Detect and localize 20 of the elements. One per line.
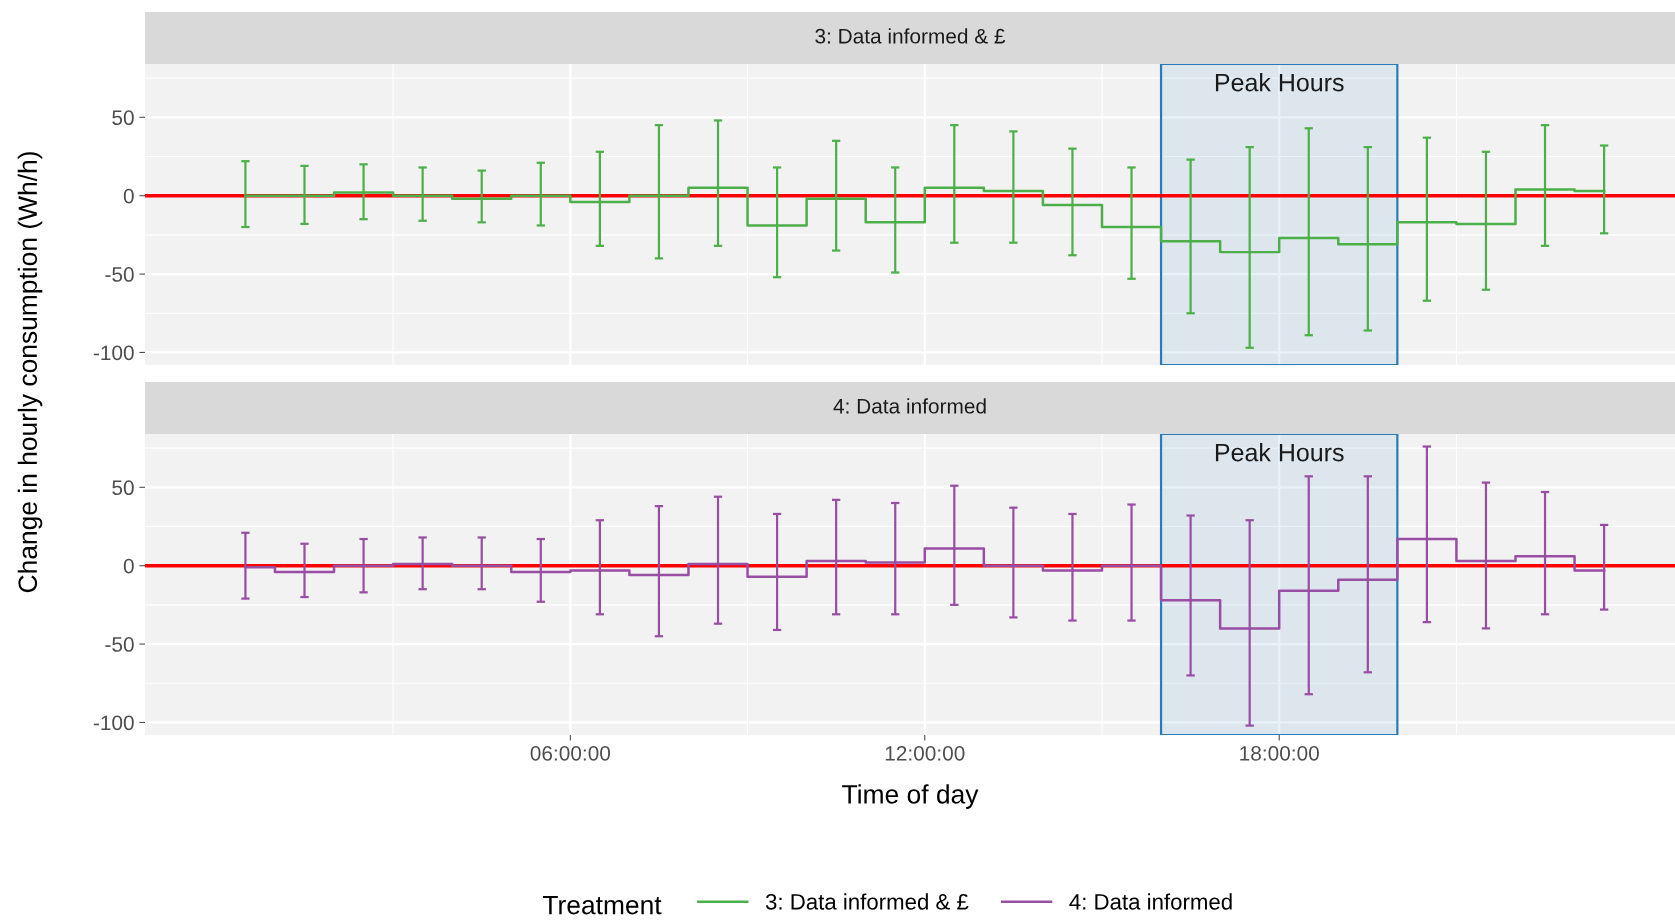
legend-label: 4: Data informed (1069, 893, 1232, 910)
y-tick-label: -50 (105, 267, 134, 282)
y-tick-label: -100 (93, 715, 134, 731)
y-tick-label: 50 (112, 480, 134, 496)
x-tick-label: 06:00:00 (530, 745, 611, 761)
y-tick-label: 50 (112, 110, 134, 126)
legend-label: 3: Data informed & £ (765, 893, 969, 910)
band-label: Peak Hours (1215, 443, 1344, 462)
chart-title: 3: Data informed & £ (815, 28, 1006, 44)
x-axis-title: Time of day (842, 784, 979, 809)
y-tick-label: 0 (123, 188, 134, 204)
band-label: Peak Hours (1215, 73, 1344, 92)
y-axis-title: Change in hourly consumption (Wh/h) (17, 152, 43, 593)
x-tick-label: 18:00:00 (1240, 745, 1319, 761)
y-tick-label: -100 (93, 345, 134, 361)
x-tick-label: 12:00:00 (885, 745, 965, 761)
legend-title: Treatment (542, 895, 662, 915)
y-tick-label: 0 (123, 558, 134, 574)
y-tick-label: -50 (105, 637, 134, 652)
chart-title: 4: Data informed (833, 398, 986, 414)
